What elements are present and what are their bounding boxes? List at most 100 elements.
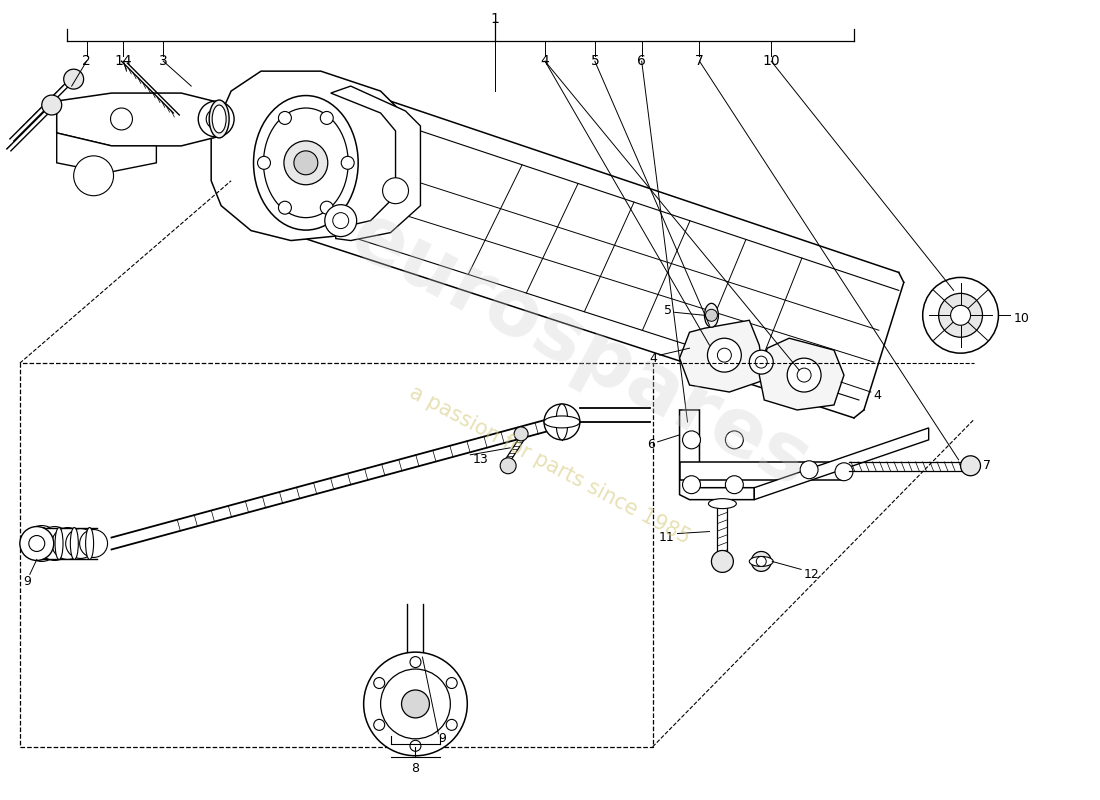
Circle shape: [410, 657, 421, 667]
Circle shape: [374, 719, 385, 730]
Circle shape: [757, 557, 767, 566]
Text: 7: 7: [695, 54, 704, 68]
Circle shape: [960, 456, 980, 476]
Circle shape: [749, 350, 773, 374]
Polygon shape: [57, 133, 156, 173]
Circle shape: [402, 690, 429, 718]
Ellipse shape: [86, 527, 94, 559]
Circle shape: [20, 526, 54, 561]
Circle shape: [381, 669, 450, 739]
Circle shape: [52, 527, 84, 559]
Circle shape: [341, 156, 354, 170]
Circle shape: [42, 95, 62, 115]
Circle shape: [64, 69, 84, 89]
Circle shape: [37, 526, 72, 561]
Ellipse shape: [212, 105, 227, 133]
Circle shape: [950, 306, 970, 326]
Text: 10: 10: [1013, 312, 1030, 325]
Circle shape: [682, 476, 701, 494]
Circle shape: [324, 205, 356, 237]
Circle shape: [447, 719, 458, 730]
Circle shape: [374, 678, 385, 689]
Circle shape: [29, 535, 45, 551]
Circle shape: [447, 678, 458, 689]
Circle shape: [24, 526, 59, 562]
Text: 14: 14: [114, 54, 132, 68]
Circle shape: [800, 461, 818, 478]
Circle shape: [707, 338, 741, 372]
Polygon shape: [759, 338, 844, 410]
Circle shape: [320, 111, 333, 125]
Circle shape: [923, 278, 999, 353]
Ellipse shape: [556, 404, 568, 440]
Ellipse shape: [40, 527, 47, 559]
Circle shape: [320, 202, 333, 214]
Circle shape: [725, 431, 744, 449]
Circle shape: [79, 162, 108, 190]
Text: 5: 5: [663, 304, 672, 317]
Text: 1: 1: [491, 12, 499, 26]
Circle shape: [500, 458, 516, 474]
Polygon shape: [331, 86, 420, 241]
Circle shape: [66, 529, 96, 558]
Ellipse shape: [209, 100, 229, 138]
Text: 3: 3: [160, 54, 167, 68]
Circle shape: [788, 358, 821, 392]
Circle shape: [556, 416, 568, 428]
Circle shape: [79, 530, 108, 558]
Text: 5: 5: [591, 54, 600, 68]
Circle shape: [717, 348, 732, 362]
Polygon shape: [211, 71, 410, 241]
Circle shape: [756, 356, 767, 368]
Circle shape: [294, 151, 318, 174]
Ellipse shape: [544, 416, 580, 428]
Circle shape: [333, 213, 349, 229]
Circle shape: [278, 202, 292, 214]
Text: 4: 4: [873, 389, 882, 402]
Circle shape: [682, 431, 701, 449]
Text: 4: 4: [540, 54, 549, 68]
Circle shape: [110, 108, 132, 130]
Text: 8: 8: [411, 762, 419, 775]
Text: 4: 4: [650, 352, 658, 365]
Circle shape: [544, 404, 580, 440]
Circle shape: [835, 462, 852, 481]
Circle shape: [938, 294, 982, 338]
Circle shape: [725, 476, 744, 494]
Circle shape: [712, 550, 734, 572]
Ellipse shape: [708, 498, 736, 509]
Text: 6: 6: [637, 54, 646, 68]
Circle shape: [705, 310, 717, 322]
Ellipse shape: [70, 527, 78, 559]
Circle shape: [257, 156, 271, 170]
Text: 11: 11: [659, 531, 674, 544]
Polygon shape: [57, 93, 231, 146]
Ellipse shape: [704, 303, 718, 327]
Circle shape: [206, 109, 227, 129]
Ellipse shape: [749, 557, 773, 566]
Ellipse shape: [253, 95, 359, 230]
Text: 12: 12: [804, 568, 820, 581]
Circle shape: [751, 551, 771, 571]
Polygon shape: [680, 320, 764, 392]
Circle shape: [410, 740, 421, 751]
Ellipse shape: [264, 108, 349, 218]
Circle shape: [278, 111, 292, 125]
Circle shape: [74, 156, 113, 196]
Text: 9: 9: [439, 732, 447, 746]
Bar: [20, 363, 652, 746]
Text: 13: 13: [472, 454, 488, 466]
Circle shape: [284, 141, 328, 185]
Polygon shape: [680, 410, 755, 500]
Text: 10: 10: [762, 54, 780, 68]
Ellipse shape: [55, 527, 63, 559]
Polygon shape: [680, 462, 844, 480]
Circle shape: [364, 652, 468, 756]
Text: 7: 7: [983, 459, 991, 472]
Circle shape: [798, 368, 811, 382]
Polygon shape: [755, 428, 928, 500]
Circle shape: [514, 427, 528, 441]
Text: 2: 2: [82, 54, 91, 68]
Text: 9: 9: [23, 575, 31, 588]
Text: eurospares: eurospares: [337, 196, 823, 504]
